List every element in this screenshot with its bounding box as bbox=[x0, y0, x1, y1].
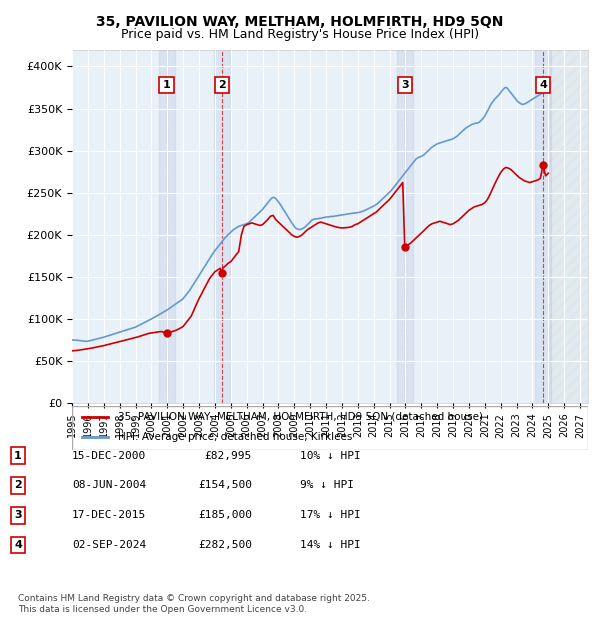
Text: 17% ↓ HPI: 17% ↓ HPI bbox=[300, 510, 361, 520]
Text: 4: 4 bbox=[539, 80, 547, 90]
Text: 17-DEC-2015: 17-DEC-2015 bbox=[72, 510, 146, 520]
Text: £82,995: £82,995 bbox=[205, 451, 252, 461]
Text: 10% ↓ HPI: 10% ↓ HPI bbox=[300, 451, 361, 461]
Text: 3: 3 bbox=[401, 80, 409, 90]
Text: Contains HM Land Registry data © Crown copyright and database right 2025.
This d: Contains HM Land Registry data © Crown c… bbox=[18, 595, 370, 614]
Text: £185,000: £185,000 bbox=[198, 510, 252, 520]
Text: 1: 1 bbox=[14, 451, 22, 461]
Text: 08-JUN-2004: 08-JUN-2004 bbox=[72, 480, 146, 490]
Text: 1: 1 bbox=[163, 80, 170, 90]
Text: 14% ↓ HPI: 14% ↓ HPI bbox=[300, 540, 361, 550]
Text: Price paid vs. HM Land Registry's House Price Index (HPI): Price paid vs. HM Land Registry's House … bbox=[121, 28, 479, 41]
Text: 3: 3 bbox=[14, 510, 22, 520]
Bar bbox=[397, 50, 413, 403]
Text: 15-DEC-2000: 15-DEC-2000 bbox=[72, 451, 146, 461]
Text: 02-SEP-2024: 02-SEP-2024 bbox=[72, 540, 146, 550]
Text: £154,500: £154,500 bbox=[198, 480, 252, 490]
Bar bbox=[214, 50, 230, 403]
Text: 2: 2 bbox=[218, 80, 226, 90]
Text: 2: 2 bbox=[14, 480, 22, 490]
Text: HPI: Average price, detached house, Kirklees: HPI: Average price, detached house, Kirk… bbox=[118, 432, 353, 442]
Text: £282,500: £282,500 bbox=[198, 540, 252, 550]
Text: 35, PAVILION WAY, MELTHAM, HOLMFIRTH, HD9 5QN (detached house): 35, PAVILION WAY, MELTHAM, HOLMFIRTH, HD… bbox=[118, 412, 484, 422]
Text: 9% ↓ HPI: 9% ↓ HPI bbox=[300, 480, 354, 490]
Text: 35, PAVILION WAY, MELTHAM, HOLMFIRTH, HD9 5QN: 35, PAVILION WAY, MELTHAM, HOLMFIRTH, HD… bbox=[97, 16, 503, 30]
Text: 4: 4 bbox=[14, 540, 22, 550]
Bar bbox=[158, 50, 175, 403]
Bar bbox=[535, 50, 551, 403]
